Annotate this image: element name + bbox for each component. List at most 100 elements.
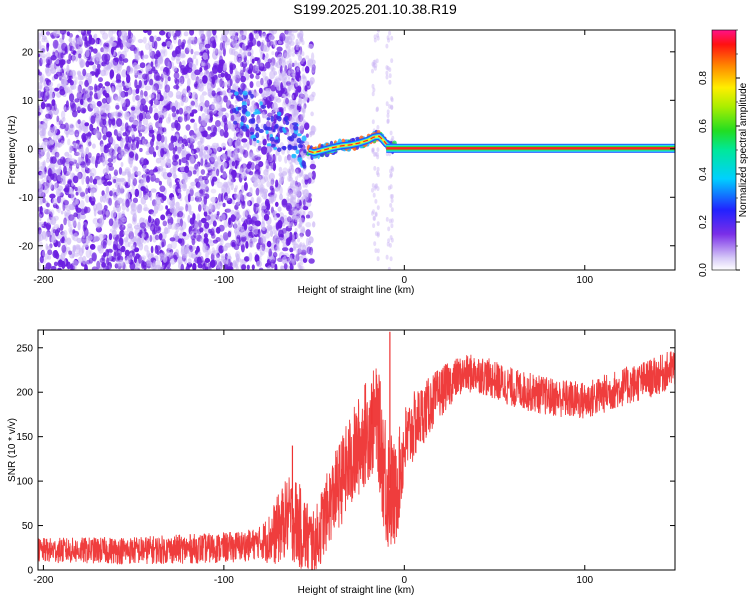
speckle-point	[57, 241, 61, 248]
speckle-point	[116, 63, 123, 71]
speckle-point	[387, 238, 391, 244]
speckle-point	[249, 73, 254, 79]
speckle-point	[294, 208, 298, 214]
speckle-point	[226, 150, 232, 158]
speckle-point	[158, 117, 163, 125]
spectrogram-y-tick-label: 10	[22, 96, 34, 107]
speckle-point	[85, 153, 89, 163]
speckle-point	[253, 204, 257, 213]
speckle-point	[258, 161, 264, 168]
speckle-point	[46, 151, 50, 160]
speckle-point	[103, 103, 110, 111]
speckle-point	[167, 76, 171, 82]
speckle-point	[96, 100, 102, 107]
speckle-point	[57, 51, 62, 60]
speckle-point	[212, 65, 219, 74]
speckle-point	[133, 166, 138, 172]
speckle-point	[278, 166, 283, 173]
speckle-point	[266, 181, 271, 188]
speckle-point	[279, 32, 286, 42]
speckle-point	[261, 146, 268, 155]
speckle-point	[272, 40, 277, 48]
speckle-point	[66, 104, 70, 111]
speckle-point	[48, 167, 52, 177]
speckle-point	[389, 203, 393, 208]
speckle-point	[292, 100, 296, 106]
speckle-point	[272, 67, 276, 72]
speckle-point	[98, 233, 105, 242]
speckle-point	[235, 132, 241, 138]
speckle-point	[146, 65, 152, 72]
speckle-point	[376, 205, 380, 211]
speckle-point	[137, 122, 143, 131]
speckle-point	[104, 210, 109, 215]
speckle-point	[45, 31, 51, 36]
speckle-point	[224, 208, 231, 213]
speckle-point	[108, 135, 114, 145]
speckle-point	[108, 30, 113, 39]
speckle-point	[276, 238, 281, 246]
speckle-point	[40, 91, 45, 98]
speckle-point	[219, 78, 223, 88]
speckle-point	[49, 126, 52, 132]
speckle-point	[121, 69, 128, 78]
speckle-point	[115, 218, 119, 224]
ridge-point	[231, 107, 237, 113]
speckle-point	[223, 192, 228, 201]
speckle-point	[216, 181, 224, 189]
speckle-point	[261, 209, 265, 218]
speckle-point	[148, 215, 152, 223]
speckle-point	[90, 104, 96, 109]
speckle-point	[220, 36, 226, 42]
speckle-point	[111, 119, 116, 126]
speckle-point	[95, 73, 99, 78]
spectrogram-y-axis-label: Frequency (Hz)	[7, 116, 18, 185]
speckle-point	[255, 80, 261, 88]
speckle-point	[51, 99, 56, 107]
speckle-point	[242, 66, 246, 73]
speckle-point	[83, 206, 88, 214]
speckle-point	[91, 252, 97, 262]
speckle-point	[171, 30, 175, 37]
speckle-point	[211, 170, 217, 179]
speckle-point	[126, 65, 132, 73]
speckle-point	[141, 55, 145, 61]
speckle-point	[62, 231, 66, 238]
speckle-point	[143, 264, 147, 270]
speckle-point	[90, 200, 95, 206]
ridge-point	[266, 143, 272, 147]
speckle-point	[138, 132, 143, 137]
speckle-point	[285, 238, 291, 246]
speckle-point	[255, 169, 261, 175]
speckle-point	[196, 213, 201, 223]
speckle-point	[167, 61, 171, 71]
speckle-point	[118, 167, 123, 175]
speckle-point	[66, 68, 73, 77]
speckle-point	[102, 194, 107, 203]
speckle-point	[78, 256, 84, 264]
speckle-point	[166, 158, 172, 168]
speckle-point	[281, 256, 287, 264]
speckle-point	[387, 266, 391, 270]
speckle-point	[222, 90, 227, 96]
speckle-point	[100, 143, 105, 153]
speckle-point	[389, 184, 393, 190]
speckle-point	[298, 222, 302, 228]
speckle-point	[205, 186, 209, 193]
speckle-point	[45, 56, 53, 66]
speckle-point	[217, 258, 224, 266]
speckle-point	[158, 180, 162, 186]
colorbar-tick-label: 0.2	[698, 215, 709, 229]
speckle-point	[231, 199, 235, 205]
speckle-point	[226, 255, 232, 261]
speckle-point	[80, 161, 87, 168]
speckle-point	[47, 129, 54, 137]
colorbar-tick-label: 0.6	[698, 119, 709, 133]
speckle-point	[373, 166, 377, 171]
speckle-point	[143, 244, 149, 252]
speckle-point	[277, 90, 283, 98]
speckle-point	[155, 157, 162, 164]
speckle-point	[187, 193, 191, 203]
speckle-point	[111, 187, 115, 197]
speckle-point	[85, 249, 92, 259]
